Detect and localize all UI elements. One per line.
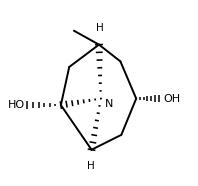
Text: OH: OH [163, 94, 180, 104]
Text: N: N [105, 99, 113, 109]
Text: H: H [96, 23, 104, 33]
Text: HO: HO [8, 100, 25, 110]
Text: H: H [87, 161, 94, 171]
